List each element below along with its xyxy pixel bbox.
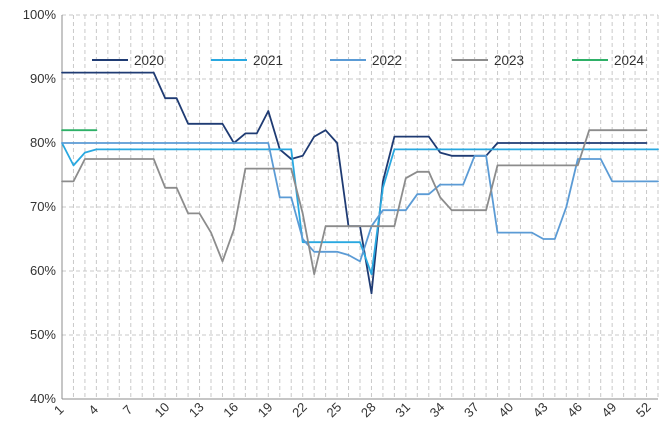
legend-label-2024: 2024 [614,53,645,68]
x-tick-label: 1 [51,402,67,418]
y-tick-label: 70% [30,199,56,214]
x-tick-label: 10 [152,399,173,420]
x-tick-label: 7 [120,402,136,418]
series-layer [61,71,659,295]
axes: 40% 50% 60% 70% 80% 90% 100% 1 4 7 10 13 16 19 22 25 28 3… [23,7,658,420]
series-line-2022 [61,142,659,263]
legend-label-2020: 2020 [134,53,164,68]
x-tick-label: 31 [392,399,413,420]
series-line-2023 [61,129,648,276]
y-tick-label: 100% [23,7,57,22]
x-tick-label: 16 [220,399,241,420]
y-tick-label: 50% [30,327,56,342]
x-tick-label: 4 [85,402,101,418]
y-tick-label: 60% [30,263,56,278]
legend-label-2022: 2022 [372,53,402,68]
x-tick-label: 13 [186,399,207,420]
x-tick-label: 40 [495,399,516,420]
legend-label-2023: 2023 [494,53,524,68]
x-tick-label: 19 [255,399,276,420]
x-tick-label: 34 [427,399,448,420]
y-tick-label: 80% [30,135,56,150]
x-tick-label: 37 [461,399,482,420]
x-tick-label: 25 [323,399,344,420]
x-tick-label: 46 [564,399,585,420]
y-tick-label: 40% [30,391,56,406]
y-tick-label: 90% [30,71,56,86]
x-tick-label: 43 [530,399,551,420]
x-tick-label: 22 [289,399,310,420]
series-line-2020 [61,71,648,295]
legend: 2020 2021 2022 2023 2024 [92,53,645,68]
x-tick-label: 49 [599,399,620,420]
legend-label-2021: 2021 [253,53,283,68]
x-tick-label: 28 [358,399,379,420]
x-tick-label: 52 [633,399,654,420]
series-line-2021 [61,142,659,276]
